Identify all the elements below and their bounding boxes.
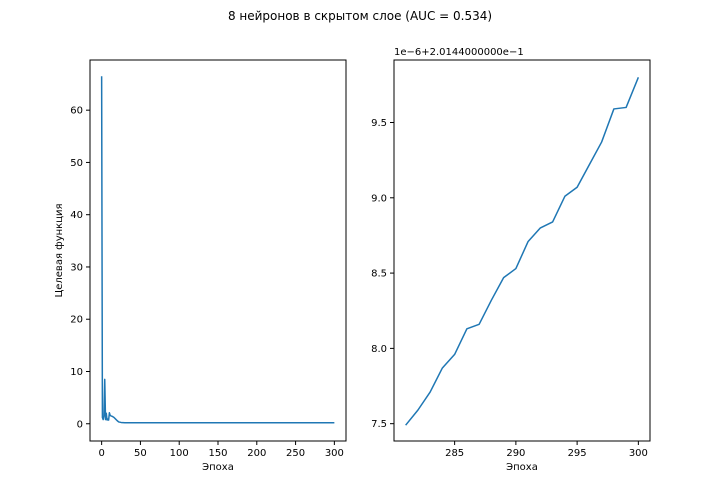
- right-x-axis-label: Эпоха: [506, 462, 538, 473]
- left-ytick-label: 60: [70, 106, 83, 117]
- left-xtick-label: 250: [286, 448, 305, 459]
- left-ytick-label: 30: [70, 262, 83, 273]
- left-plot-objective-function: 0 50 100 150 200 250 300 0 10 20 30 40 50 60 Эпоха Целе…: [54, 59, 347, 473]
- left-ytick-label: 50: [70, 158, 83, 169]
- right-plot-last-epochs: 285 290 295 300 7.5 8.0 8.5 9.0 9.5 Эпоха 1e−6+2.0…: [371, 47, 651, 473]
- left-ytick-label: 40: [70, 210, 83, 221]
- right-ytick-label: 7.5: [371, 419, 387, 430]
- left-axes-frame: [89, 59, 347, 442]
- right-series-line-0: [405, 77, 640, 426]
- left-ytick-label: 10: [70, 367, 83, 378]
- left-xtick-label: 300: [325, 448, 344, 459]
- left-ytick-label: 0: [77, 419, 83, 430]
- left-xtick-label: 200: [247, 448, 266, 459]
- left-ytick-label: 20: [70, 315, 83, 326]
- left-xtick-label: 100: [170, 448, 189, 459]
- right-xtick-label: 295: [568, 448, 587, 459]
- right-axes-frame: [393, 59, 651, 442]
- left-x-axis-label: Эпоха: [202, 462, 234, 473]
- right-ytick-label: 9.0: [371, 193, 387, 204]
- right-ytick-label: 8.0: [371, 344, 387, 355]
- right-y-offset-label: 1e−6+2.0144000000e−1: [394, 47, 524, 58]
- left-y-axis-label: Целевая функция: [54, 203, 65, 297]
- left-xtick-label: 50: [134, 448, 147, 459]
- right-ytick-label: 9.5: [371, 118, 387, 129]
- left-xtick-label: 150: [208, 448, 227, 459]
- right-xtick-label: 285: [445, 448, 464, 459]
- figure-suptitle: 8 нейронов в скрытом слое (AUC = 0.534): [228, 9, 492, 23]
- right-xtick-label: 290: [506, 448, 525, 459]
- left-xtick-label: 0: [98, 448, 104, 459]
- right-xtick-label: 300: [629, 448, 648, 459]
- left-series-line-0: [100, 76, 335, 424]
- right-ytick-label: 8.5: [371, 269, 387, 280]
